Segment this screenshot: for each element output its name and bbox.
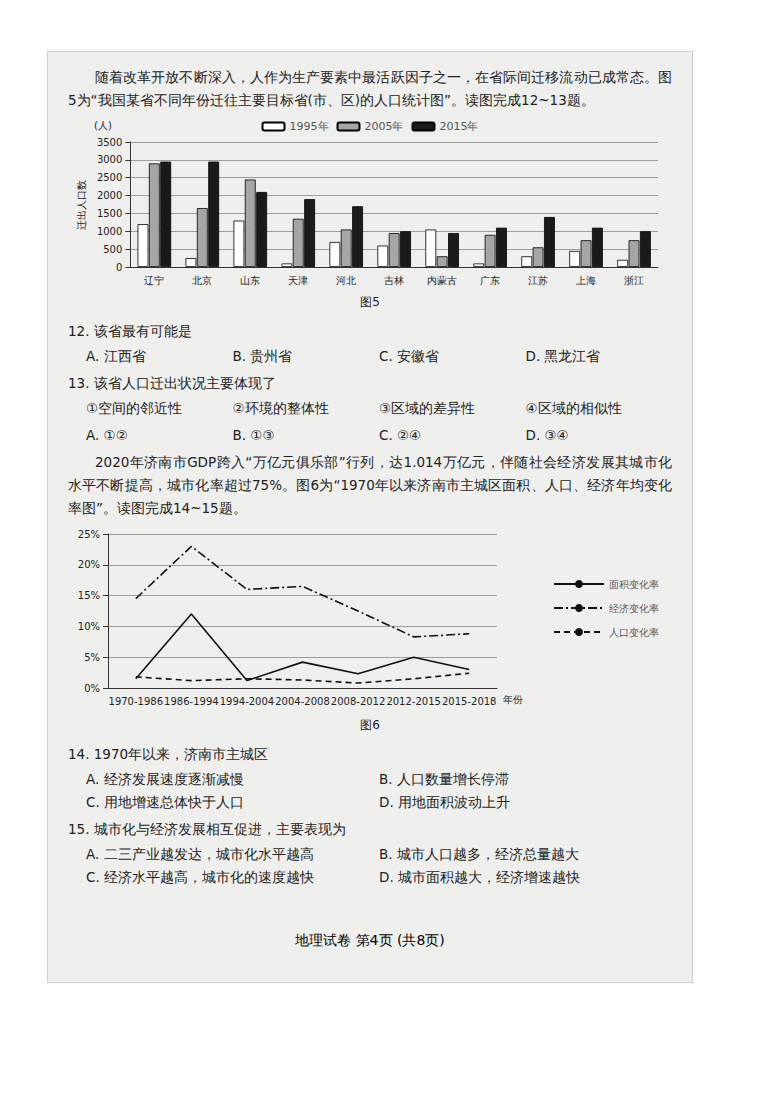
svg-text:0: 0 <box>116 262 122 273</box>
svg-text:江苏: 江苏 <box>528 275 548 286</box>
svg-text:2012-2015: 2012-2015 <box>386 696 441 707</box>
html-text:A. 经济发展速度逐渐减慢: A. 经济发展速度逐渐减慢 <box>86 771 244 787</box>
html-text:14. 1970年以来，济南市主城区: 14. 1970年以来，济南市主城区 <box>68 746 269 762</box>
html-text:随着改革开放不断深入，人作为生产要素中最活跃因子之一，在省际: 随着改革开放不断深入，人作为生产要素中最活跃因子之一，在省际间迁移流动已成常态。… <box>68 69 672 108</box>
svg-text:20%: 20% <box>78 559 100 570</box>
svg-text:2004-2008: 2004-2008 <box>275 696 330 707</box>
html-text:B. 贵州省: B. 贵州省 <box>232 348 293 364</box>
svg-text:2500: 2500 <box>97 172 122 183</box>
svg-text:北京: 北京 <box>192 275 212 286</box>
svg-text:广东: 广东 <box>480 275 500 286</box>
html-text:D. 城市面积越大，经济增速越快: D. 城市面积越大，经济增速越快 <box>379 869 580 885</box>
svg-text:面积变化率: 面积变化率 <box>609 579 659 590</box>
html-text:C. 安徽省: C. 安徽省 <box>379 348 439 364</box>
svg-text:浙江: 浙江 <box>624 275 644 286</box>
svg-text:1986-1994: 1986-1994 <box>164 696 219 707</box>
svg-text:迁出人口数: 迁出人口数 <box>76 180 87 230</box>
svg-text:25%: 25% <box>78 529 100 540</box>
html-text:A. 二三产业越发达，城市化水平越高: A. 二三产业越发达，城市化水平越高 <box>86 846 314 862</box>
svg-text:上海: 上海 <box>576 275 596 286</box>
svg-text:500: 500 <box>103 244 122 255</box>
svg-text:0%: 0% <box>84 683 100 694</box>
svg-text:辽宁: 辽宁 <box>144 275 164 286</box>
svg-text:天津: 天津 <box>288 275 308 286</box>
html-text:D. ③④: D. ③④ <box>525 427 569 443</box>
svg-text:2015-2018: 2015-2018 <box>442 696 497 707</box>
html-text:④区域的相似性: ④区域的相似性 <box>525 400 622 416</box>
svg-text:3000: 3000 <box>97 154 122 165</box>
html-text:地理试卷 第4页 (共8页): 地理试卷 第4页 (共8页) <box>295 932 445 948</box>
svg-text:3500: 3500 <box>97 137 122 148</box>
svg-text:内蒙古: 内蒙古 <box>427 275 457 286</box>
html-text:C. 经济水平越高，城市化的速度越快: C. 经济水平越高，城市化的速度越快 <box>86 869 314 885</box>
html-text:图5: 图5 <box>360 295 380 309</box>
svg-text:经济变化率: 经济变化率 <box>609 603 659 614</box>
html-text:C. 用地增速总体快于人口: C. 用地增速总体快于人口 <box>86 794 244 810</box>
svg-text:2005年: 2005年 <box>365 120 404 133</box>
html-text:2020年济南市GDP跨入“万亿元俱乐部”行列，达1.014: 2020年济南市GDP跨入“万亿元俱乐部”行列，达1.014万亿元，伴随社会经济… <box>68 454 672 516</box>
html-text:D. 用地面积波动上升: D. 用地面积波动上升 <box>379 794 510 810</box>
html-text:15. 城市化与经济发展相互促进，主要表现为: 15. 城市化与经济发展相互促进，主要表现为 <box>68 821 346 837</box>
html-text:B. 人口数量增长停滞: B. 人口数量增长停滞 <box>379 771 509 787</box>
svg-text:1500: 1500 <box>97 208 122 219</box>
svg-text:河北: 河北 <box>336 275 356 286</box>
svg-text:山东: 山东 <box>240 275 260 286</box>
html-text:A. 江西省: A. 江西省 <box>86 348 146 364</box>
svg-text:1994-2004: 1994-2004 <box>220 696 275 707</box>
html-text:D. 黑龙江省: D. 黑龙江省 <box>525 348 601 364</box>
svg-text:1970-1986: 1970-1986 <box>109 696 164 707</box>
html-text:①空间的邻近性: ①空间的邻近性 <box>86 400 183 416</box>
svg-text:(人): (人) <box>94 120 112 131</box>
html-text:B. 城市人口越多，经济总量越大: B. 城市人口越多，经济总量越大 <box>379 846 579 862</box>
html-text:C. ②④: C. ②④ <box>379 427 422 443</box>
svg-text:2015年: 2015年 <box>439 120 478 133</box>
svg-text:人口变化率: 人口变化率 <box>609 627 659 638</box>
html-text:②环境的整体性: ②环境的整体性 <box>232 400 329 416</box>
html-text:12. 该省最有可能是: 12. 该省最有可能是 <box>68 323 192 339</box>
svg-text:1000: 1000 <box>97 226 122 237</box>
svg-text:2000: 2000 <box>97 190 122 201</box>
html-text:③区域的差异性: ③区域的差异性 <box>379 400 476 416</box>
svg-text:2008-2012: 2008-2012 <box>331 696 386 707</box>
html-text:B. ①③: B. ①③ <box>232 427 275 443</box>
svg-text:吉林: 吉林 <box>384 275 404 286</box>
svg-text:15%: 15% <box>78 590 100 601</box>
svg-text:10%: 10% <box>78 621 100 632</box>
svg-text:年份: 年份 <box>503 694 523 705</box>
svg-text:1995年: 1995年 <box>290 120 329 133</box>
html-text:A. ①②: A. ①② <box>86 427 128 443</box>
html-text:13. 该省人口迁出状况主要体现了: 13. 该省人口迁出状况主要体现了 <box>68 375 276 391</box>
svg-text:5%: 5% <box>84 652 100 663</box>
html-text:图6: 图6 <box>360 718 380 732</box>
